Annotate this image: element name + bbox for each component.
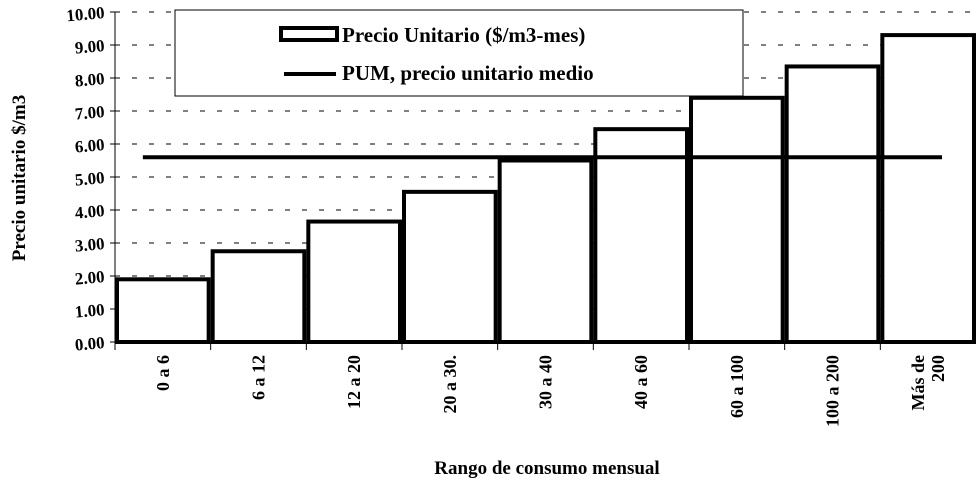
x-tick-label: 0 a 6	[153, 355, 173, 391]
legend-label-line: PUM, precio unitario medio	[342, 61, 594, 85]
bar-series	[115, 33, 976, 344]
bar	[593, 127, 689, 344]
bar	[880, 33, 976, 344]
bar	[497, 158, 594, 344]
bar	[402, 189, 498, 344]
y-tick-label: 5.00	[74, 168, 105, 190]
x-tick-label: Más de	[908, 355, 928, 411]
x-tick-label: 100 a 200	[823, 355, 843, 427]
x-tick-label: 40 a 60	[631, 355, 651, 409]
legend-label-bar: Precio Unitario ($/m3-mes)	[342, 23, 585, 47]
tick-labels: 0.00 1.00 2.00 3.00 4.00 5.00 6.00 7.00 8.00 9.00…	[66, 3, 949, 427]
x-tick-label: 200	[928, 355, 948, 382]
x-tick-label: 60 a 100	[727, 355, 747, 418]
x-tick-label: 12 a 20	[344, 355, 364, 409]
bar	[306, 219, 403, 344]
bar	[210, 249, 307, 344]
y-tick-label: 2.00	[74, 267, 105, 289]
bar	[115, 277, 211, 344]
y-tick-label: 3.00	[74, 234, 105, 256]
y-tick-label: 10.00	[66, 3, 106, 25]
y-tick-label: 0.00	[74, 333, 105, 355]
legend-swatch-bar	[279, 26, 339, 42]
bar	[784, 64, 881, 344]
legend-box	[174, 9, 744, 97]
x-tick-label: 6 a 12	[249, 355, 269, 400]
x-tick-label: 30 a 40	[536, 355, 556, 409]
y-axis-title: Precio unitario $/m3	[9, 95, 30, 261]
y-tick-label: 6.00	[74, 135, 105, 157]
y-tick-label: 9.00	[74, 36, 105, 58]
x-axis-title: Rango de consumo mensual	[434, 458, 659, 479]
x-tick-label: 20 a 30.	[440, 355, 460, 414]
y-tick-label: 7.00	[74, 102, 105, 124]
bar	[689, 95, 785, 344]
y-tick-label: 4.00	[74, 201, 105, 223]
y-tick-label: 1.00	[74, 300, 105, 322]
legend: Precio Unitario ($/m3-mes) PUM, precio u…	[174, 9, 744, 97]
y-tick-label: 8.00	[74, 69, 105, 91]
